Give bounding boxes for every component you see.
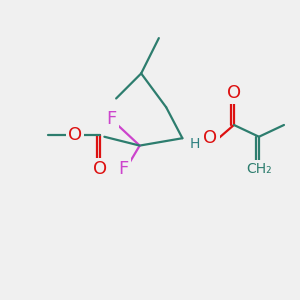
- Text: O: O: [93, 160, 107, 178]
- Text: O: O: [68, 126, 82, 144]
- Text: O: O: [227, 84, 241, 102]
- Text: F: F: [106, 110, 117, 128]
- Text: O: O: [203, 129, 218, 147]
- Text: H: H: [190, 137, 200, 151]
- Text: F: F: [118, 160, 129, 178]
- Text: CH₂: CH₂: [246, 162, 272, 176]
